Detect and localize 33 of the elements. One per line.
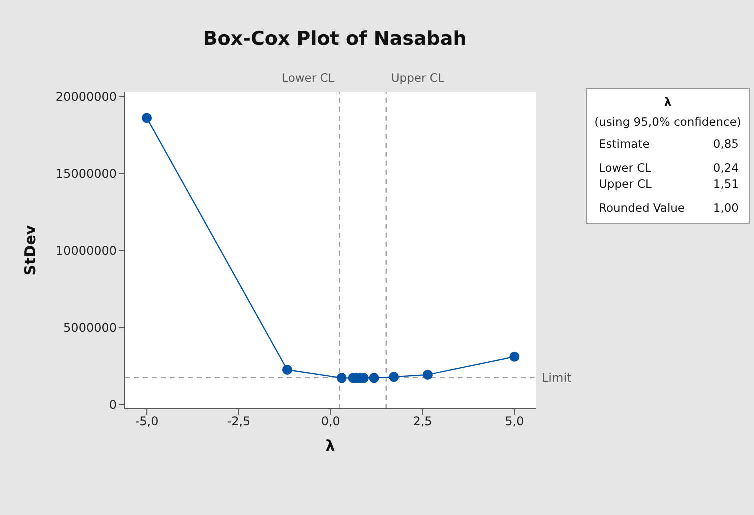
y-axis-title: StDev	[21, 225, 40, 276]
x-tick-label: -5,0	[135, 414, 159, 429]
x-axis-title: λ	[326, 437, 336, 455]
text: λ	[663, 95, 673, 109]
ref-line-label: Upper CL	[391, 71, 445, 85]
point	[389, 372, 400, 382]
point	[142, 113, 152, 124]
x-tick-label: 0,0	[321, 414, 340, 429]
point	[282, 365, 292, 376]
chart-title: Box-Cox Plot of Nasabah	[202, 28, 468, 50]
point	[510, 352, 520, 362]
text: 1,51	[713, 177, 739, 191]
point	[336, 373, 347, 384]
ref-line-label: Lower CL	[282, 71, 336, 85]
point	[369, 373, 380, 384]
y-tick-label: 15000000	[56, 166, 117, 181]
y-tick-label: 0	[109, 398, 117, 412]
point	[422, 370, 433, 380]
y-tick-label: 10000000	[56, 244, 117, 258]
x-tick-label: 2,5	[413, 414, 432, 429]
x-tick-label: 5,0	[505, 414, 524, 429]
text: Rounded Value	[599, 201, 685, 215]
x-tick-label: -2,5	[227, 414, 251, 429]
ref-line-label: Limit	[542, 371, 572, 386]
text: Estimate	[599, 137, 650, 151]
text: 0,85	[713, 137, 739, 151]
text: 1,00	[713, 201, 739, 215]
text: 0,24	[713, 161, 739, 175]
text: (using 95,0% confidence)	[594, 115, 742, 129]
text: Lower CL	[599, 161, 652, 175]
y-tick-label: 5000000	[64, 321, 117, 336]
y-tick-label: 20000000	[56, 90, 117, 104]
text: Upper CL	[599, 177, 652, 191]
